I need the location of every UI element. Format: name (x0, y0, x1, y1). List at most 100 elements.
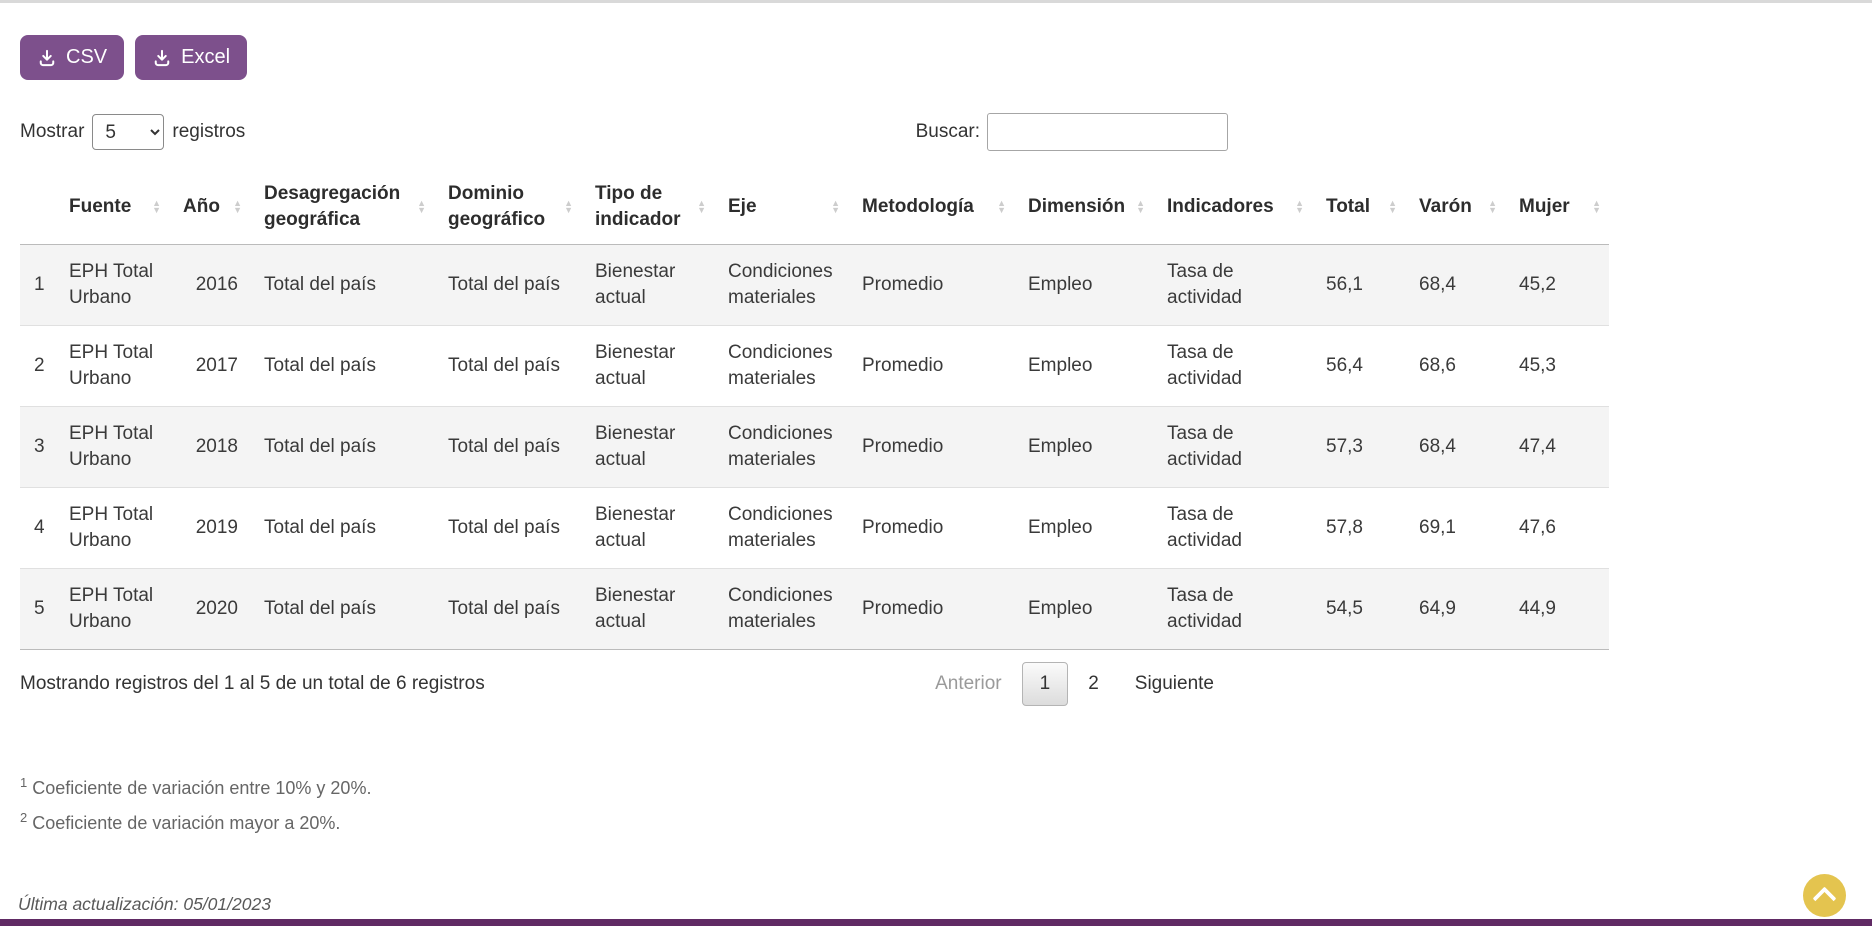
cell-metodologia: Promedio (862, 516, 944, 538)
cell-total: 57,8 (1326, 516, 1363, 538)
cell-row-number: 2 (34, 354, 45, 376)
sort-icon[interactable]: ▲ ▼ (233, 197, 242, 215)
column-header-label: Dominio geográfico (448, 183, 546, 230)
cell-mujer: 47,4 (1519, 435, 1556, 457)
column-header-total[interactable]: Total ▲ ▼ (1312, 170, 1405, 244)
cell-desagregacion: Total del país (264, 516, 376, 538)
footnote-2: 2 Coeficiente de variación mayor a 20%. (20, 803, 1852, 838)
sort-icon[interactable]: ▲ ▼ (417, 197, 426, 215)
data-table: Fuente ▲ ▼ Año ▲ ▼ Desagregación geográfica ▲… (20, 170, 1609, 650)
page-length-label-before: Mostrar (20, 121, 85, 142)
cell-total: 56,4 (1326, 354, 1363, 376)
column-header-tipo-de-indicador[interactable]: Tipo de indicador ▲ ▼ (581, 170, 714, 244)
sort-icon[interactable]: ▲ ▼ (1488, 197, 1497, 215)
column-header-label: Tipo de indicador (595, 183, 681, 230)
cell-mujer: 47,6 (1519, 516, 1556, 538)
cell-metodologia: Promedio (862, 435, 944, 457)
sort-icon[interactable]: ▲ ▼ (1388, 197, 1397, 215)
sort-icon[interactable]: ▲ ▼ (697, 197, 706, 215)
column-header-mujer[interactable]: Mujer ▲ ▼ (1505, 170, 1609, 244)
export-csv-button[interactable]: CSV (20, 35, 125, 80)
table-footer-row: Mostrando registros del 1 al 5 de un tot… (20, 661, 1228, 706)
column-header-desagregacion-geografica[interactable]: Desagregación geográfica ▲ ▼ (250, 170, 434, 244)
sort-icon[interactable]: ▲ ▼ (564, 197, 573, 215)
column-header-label: Total (1326, 195, 1370, 217)
bottom-bar (0, 919, 1872, 926)
pagination: Anterior 1 2 Siguiente (921, 661, 1228, 706)
cell-dimension: Empleo (1028, 354, 1093, 376)
download-icon (152, 48, 172, 68)
cell-fuente: EPH Total Urbano (69, 260, 154, 308)
cell-eje: Condiciones materiales (728, 422, 833, 470)
column-header-label: Fuente (69, 195, 132, 217)
cell-fuente: EPH Total Urbano (69, 422, 154, 470)
table-row: 4 EPH Total Urbano 2019 Total del país T… (20, 487, 1609, 568)
column-header-eje[interactable]: Eje ▲ ▼ (714, 170, 848, 244)
column-header-fuente[interactable]: Fuente ▲ ▼ (55, 170, 169, 244)
cell-dimension: Empleo (1028, 273, 1093, 295)
column-header-indicadores[interactable]: Indicadores ▲ ▼ (1153, 170, 1312, 244)
table-row: 3 EPH Total Urbano 2018 Total del país T… (20, 406, 1609, 487)
page-length-select[interactable]: 5 (92, 114, 165, 150)
cell-fuente: EPH Total Urbano (69, 503, 154, 551)
pagination-page-1[interactable]: 1 (1021, 661, 1069, 706)
cell-dimension: Empleo (1028, 435, 1093, 457)
footnote-1-marker: 1 (20, 774, 28, 790)
table-controls-row: Mostrar 5 registros Buscar: (20, 113, 1228, 151)
sort-icon[interactable]: ▲ ▼ (1592, 197, 1601, 215)
cell-anio: 2016 (195, 273, 238, 295)
cell-mujer: 44,9 (1519, 597, 1556, 619)
export-excel-button[interactable]: Excel (135, 35, 248, 80)
sort-icon[interactable]: ▲ ▼ (1295, 197, 1304, 215)
cell-tipo-indicador: Bienestar actual (595, 422, 676, 470)
search-input[interactable] (987, 113, 1228, 151)
cell-indicadores: Tasa de actividad (1167, 260, 1242, 308)
column-header-index (20, 170, 55, 244)
cell-anio: 2018 (195, 435, 238, 457)
cell-varon: 64,9 (1419, 597, 1456, 619)
column-header-dominio-geografico[interactable]: Dominio geográfico ▲ ▼ (434, 170, 581, 244)
cell-row-number: 1 (34, 273, 45, 295)
column-header-label: Mujer (1519, 195, 1570, 217)
column-header-metodologia[interactable]: Metodología ▲ ▼ (848, 170, 1014, 244)
search-label: Buscar: (915, 121, 980, 142)
scroll-to-top-button[interactable] (1803, 874, 1846, 917)
cell-metodologia: Promedio (862, 597, 944, 619)
cell-desagregacion: Total del país (264, 435, 376, 457)
sort-icon[interactable]: ▲ ▼ (1136, 197, 1145, 215)
column-header-label: Metodología (862, 195, 974, 217)
footnote-1: 1 Coeficiente de variación entre 10% y 2… (20, 768, 1852, 803)
cell-desagregacion: Total del país (264, 597, 376, 619)
table-header-row: Fuente ▲ ▼ Año ▲ ▼ Desagregación geográfica ▲… (20, 170, 1609, 244)
cell-eje: Condiciones materiales (728, 341, 833, 389)
column-header-label: Año (183, 195, 220, 217)
sort-icon[interactable]: ▲ ▼ (152, 197, 161, 215)
top-divider (0, 0, 1872, 3)
column-header-varon[interactable]: Varón ▲ ▼ (1405, 170, 1505, 244)
sort-icon[interactable]: ▲ ▼ (831, 197, 840, 215)
column-header-anio[interactable]: Año ▲ ▼ (169, 170, 250, 244)
cell-varon: 68,6 (1419, 354, 1456, 376)
table-row: 5 EPH Total Urbano 2020 Total del país T… (20, 568, 1609, 649)
footnote-2-marker: 2 (20, 809, 28, 825)
cell-desagregacion: Total del país (264, 354, 376, 376)
cell-dominio: Total del país (448, 435, 560, 457)
cell-total: 56,1 (1326, 273, 1363, 295)
column-header-dimension[interactable]: Dimensión ▲ ▼ (1014, 170, 1153, 244)
sort-icon[interactable]: ▲ ▼ (997, 197, 1006, 215)
cell-tipo-indicador: Bienestar actual (595, 260, 676, 308)
chevron-up-icon (1812, 886, 1837, 911)
pagination-previous[interactable]: Anterior (935, 672, 1002, 694)
cell-eje: Condiciones materiales (728, 503, 833, 551)
cell-metodologia: Promedio (862, 354, 944, 376)
pagination-page-2[interactable]: 2 (1088, 672, 1099, 694)
cell-eje: Condiciones materiales (728, 260, 833, 308)
footnotes: 1 Coeficiente de variación entre 10% y 2… (20, 768, 1852, 838)
pagination-next[interactable]: Siguiente (1134, 672, 1214, 694)
table-row: 2 EPH Total Urbano 2017 Total del país T… (20, 325, 1609, 406)
search-control: Buscar: (916, 113, 1228, 151)
column-header-label: Desagregación geográfica (264, 183, 401, 230)
cell-desagregacion: Total del país (264, 273, 376, 295)
cell-dominio: Total del país (448, 354, 560, 376)
cell-varon: 68,4 (1419, 273, 1456, 295)
